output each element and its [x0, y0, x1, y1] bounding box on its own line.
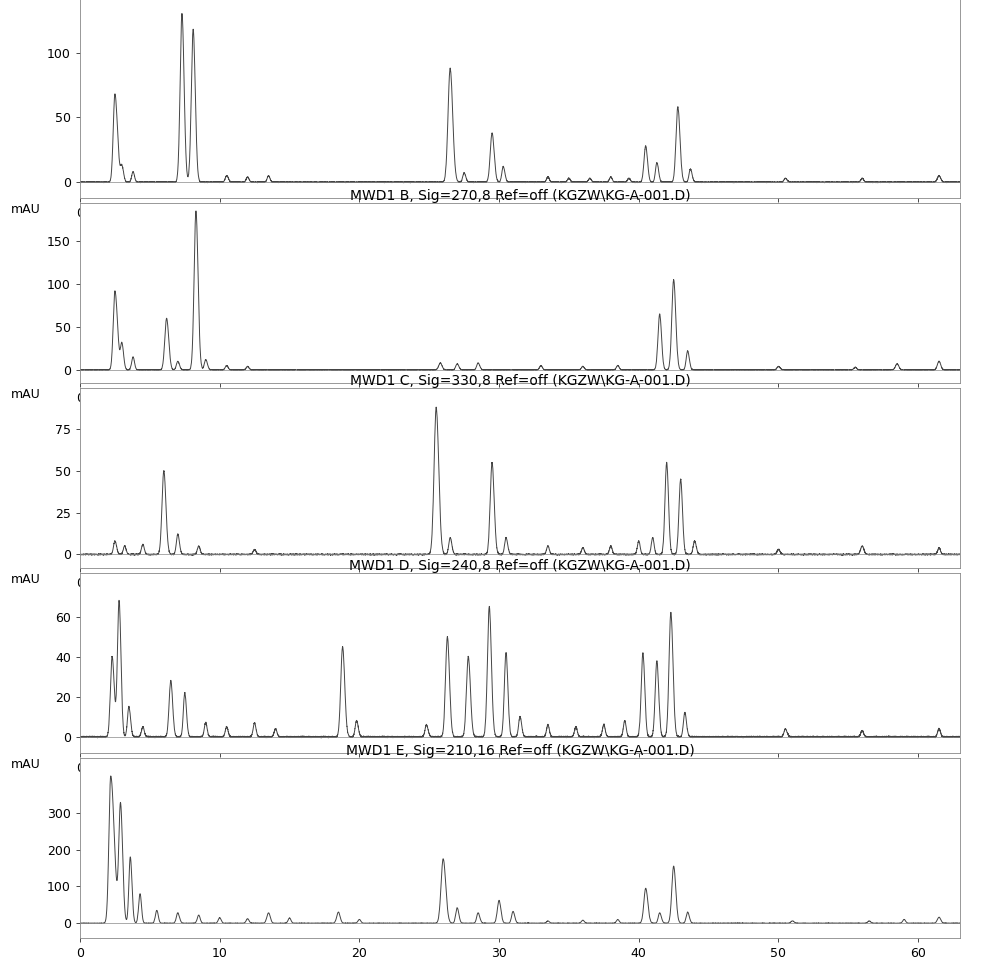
- Title: MWD1 C, Sig=330,8 Ref=off (KGZW\KG-A-001.D): MWD1 C, Sig=330,8 Ref=off (KGZW\KG-A-001…: [350, 373, 690, 388]
- Text: min: min: [999, 201, 1000, 213]
- Y-axis label: mAU: mAU: [11, 758, 40, 770]
- Text: min: min: [999, 941, 1000, 953]
- Title: MWD1 E, Sig=210,16 Ref=off (KGZW\KG-A-001.D): MWD1 E, Sig=210,16 Ref=off (KGZW\KG-A-00…: [346, 744, 694, 758]
- Title: MWD1 D, Sig=240,8 Ref=off (KGZW\KG-A-001.D): MWD1 D, Sig=240,8 Ref=off (KGZW\KG-A-001…: [349, 559, 691, 572]
- Y-axis label: mAU: mAU: [11, 572, 40, 586]
- Y-axis label: mAU: mAU: [11, 203, 40, 215]
- Text: min: min: [999, 756, 1000, 768]
- Y-axis label: mAU: mAU: [11, 388, 40, 401]
- Text: min: min: [999, 570, 1000, 584]
- Title: MWD1 B, Sig=270,8 Ref=off (KGZW\KG-A-001.D): MWD1 B, Sig=270,8 Ref=off (KGZW\KG-A-001…: [350, 189, 690, 203]
- Y-axis label: mAU: mAU: [11, 0, 40, 4]
- Text: min: min: [999, 386, 1000, 398]
